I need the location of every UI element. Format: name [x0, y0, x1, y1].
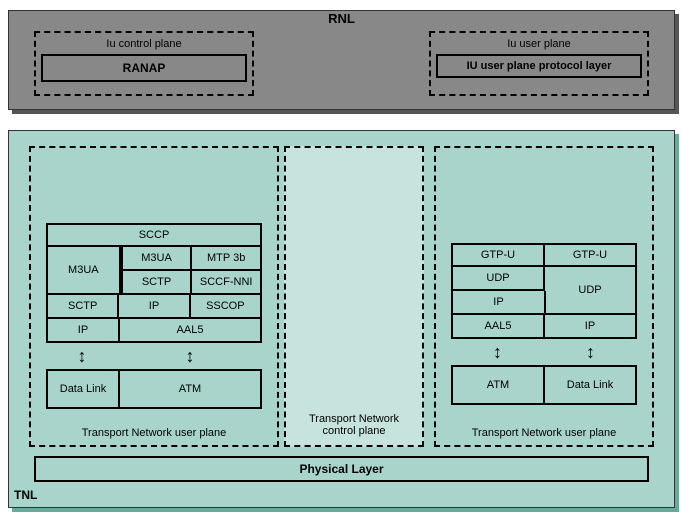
tnl-left: SCCP M3UA M3UA MTP 3b SCTP SCCF-NNI [29, 146, 279, 447]
sctp-left-cell: SCTP [46, 295, 119, 319]
tnl-right-title: Transport Network user plane [436, 427, 652, 439]
iu-user-plane-box: IU user plane protocol layer [436, 54, 642, 78]
ip1-cell: IP [451, 291, 546, 315]
sscop-cell: SSCOP [191, 295, 262, 319]
arrow-icon: ↕ [46, 347, 118, 365]
rnl-bar: RNL Iu control plane RANAP Iu user plane… [8, 10, 675, 110]
aal5-right-cell: AAL5 [451, 315, 545, 339]
ip2-cell: IP [545, 315, 637, 339]
atm-left-cell: ATM [120, 369, 262, 409]
arrow-icon: ↕ [118, 347, 262, 365]
rnl-user-plane: Iu user plane IU user plane protocol lay… [429, 31, 649, 96]
rnl-label: RNL [328, 11, 355, 26]
atm-right-cell: ATM [451, 365, 545, 405]
ip-left-cell: IP [46, 319, 120, 343]
right-stack: GTP-U GTP-U UDP UDP IP AAL5 IP ↕ ↕ [451, 243, 637, 405]
tnl-area: SCCP M3UA M3UA MTP 3b SCTP SCCF-NNI [8, 130, 675, 508]
gtpu1-cell: GTP-U [451, 243, 545, 267]
rnl-control-plane: Iu control plane RANAP [34, 31, 254, 96]
rnl-left-title: Iu control plane [41, 38, 247, 50]
tnl-mid: Transport Network control plane [284, 146, 424, 447]
gtpu2-cell: GTP-U [545, 243, 637, 267]
arrow-icon: ↕ [544, 343, 637, 361]
mtp3b-cell: MTP 3b [192, 247, 262, 271]
rnl-right-title: Iu user plane [436, 38, 642, 50]
aal5-left-cell: AAL5 [120, 319, 262, 343]
sctp-right-cell: SCTP [121, 271, 193, 295]
ip-mid-cell: IP [119, 295, 190, 319]
sccf-cell: SCCF-NNI [192, 271, 262, 295]
tnl-left-title: Transport Network user plane [31, 427, 277, 439]
left-stack: SCCP M3UA M3UA MTP 3b SCTP SCCF-NNI [46, 223, 262, 409]
udp1-cell: UDP [451, 267, 545, 291]
ranap-box: RANAP [41, 54, 247, 82]
datalink-right-cell: Data Link [545, 365, 637, 405]
diagram-container: RNL Iu control plane RANAP Iu user plane… [0, 0, 683, 518]
m3ua-right-cell: M3UA [121, 247, 193, 271]
tnl-right: GTP-U GTP-U UDP UDP IP AAL5 IP ↕ ↕ [434, 146, 654, 447]
datalink-left-cell: Data Link [46, 369, 120, 409]
sccp-cell: SCCP [46, 223, 262, 247]
m3ua-left-cell: M3UA [46, 247, 121, 295]
tnl-label: TNL [14, 488, 37, 502]
tnl-mid-title: Transport Network control plane [286, 413, 422, 437]
physical-layer: Physical Layer [34, 456, 649, 482]
arrow-icon: ↕ [451, 343, 544, 361]
